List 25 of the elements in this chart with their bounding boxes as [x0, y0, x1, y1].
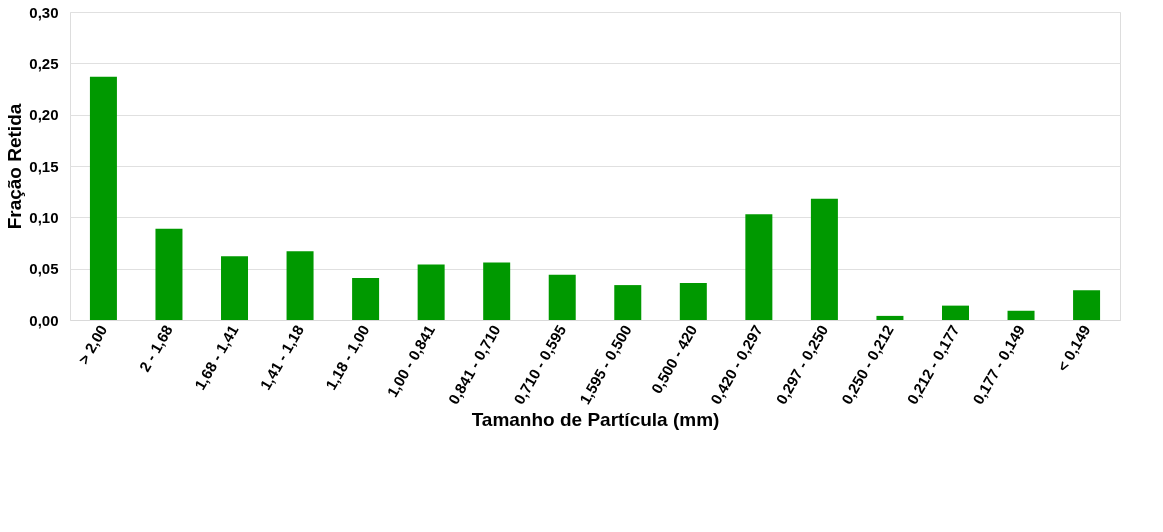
y-tick-label: 0,00: [29, 311, 59, 329]
y-tick-label: 0,05: [29, 260, 59, 278]
bar: [286, 251, 314, 320]
bar: [614, 285, 642, 320]
y-axis-title: Fração Retida: [4, 103, 26, 230]
bar: [483, 262, 511, 320]
bar: [810, 198, 838, 320]
y-tick-label: 0,30: [29, 3, 59, 21]
y-tick-label: 0,20: [29, 106, 59, 124]
bar: [89, 76, 117, 320]
bar: [155, 228, 183, 320]
bar: [548, 274, 576, 320]
bar: [1073, 290, 1101, 320]
bar: [221, 256, 249, 320]
bar: [679, 283, 707, 320]
bar: [876, 315, 904, 320]
x-axis-title: Tamanho de Partícula (mm): [471, 409, 720, 431]
y-tick-label: 0,10: [29, 208, 59, 226]
y-tick-label: 0,15: [29, 157, 59, 175]
bar: [1007, 310, 1035, 320]
bar: [941, 305, 969, 320]
y-tick-label: 0,25: [29, 54, 59, 72]
bar: [352, 277, 380, 320]
bar: [745, 214, 773, 320]
bar: [417, 264, 445, 320]
